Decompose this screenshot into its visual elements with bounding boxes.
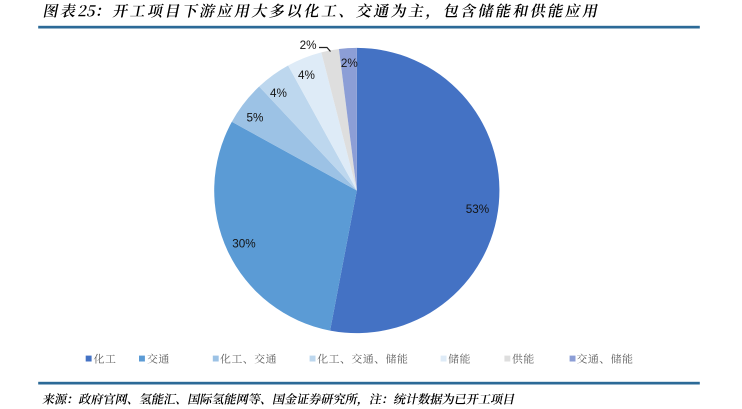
svg-text:30%: 30% [232,238,255,251]
svg-text:2%: 2% [300,39,317,52]
svg-text:4%: 4% [298,69,315,82]
svg-text:5%: 5% [247,112,264,125]
svg-text:4%: 4% [270,87,287,100]
svg-text:2%: 2% [341,57,358,70]
svg-text:53%: 53% [466,203,489,216]
